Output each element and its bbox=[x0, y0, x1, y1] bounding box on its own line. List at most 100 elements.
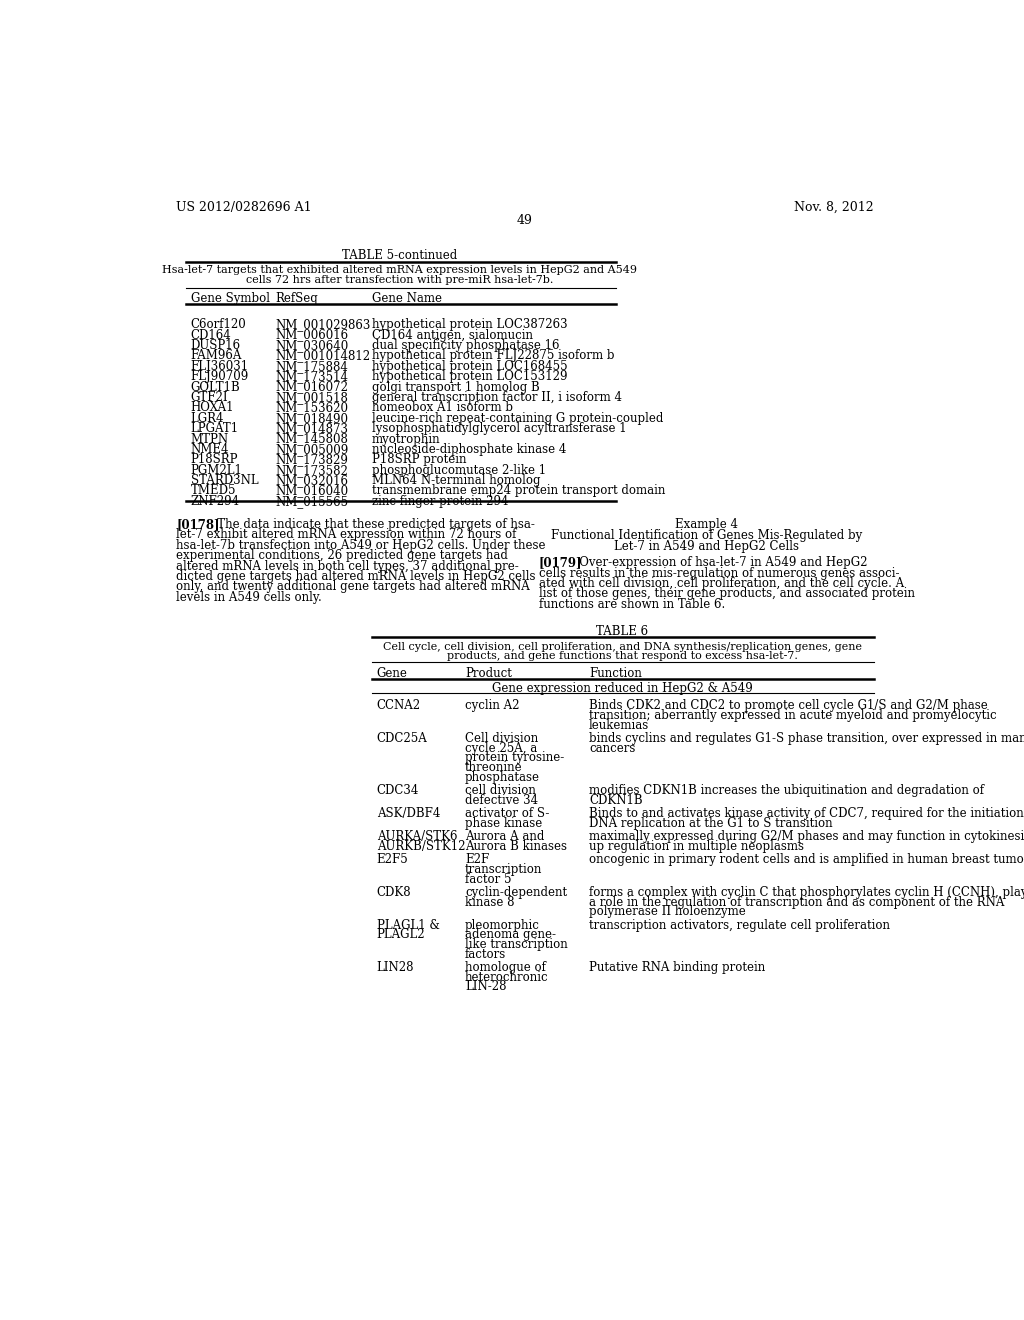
Text: Let-7 in A549 and HepG2 Cells: Let-7 in A549 and HepG2 Cells bbox=[614, 540, 800, 553]
Text: PLAGL2: PLAGL2 bbox=[377, 928, 425, 941]
Text: E2F: E2F bbox=[465, 853, 489, 866]
Text: cells results in the mis-regulation of numerous genes associ-: cells results in the mis-regulation of n… bbox=[539, 566, 899, 579]
Text: NM_145808: NM_145808 bbox=[275, 433, 348, 446]
Text: ZNF294: ZNF294 bbox=[190, 495, 240, 508]
Text: 49: 49 bbox=[517, 214, 532, 227]
Text: leukemias: leukemias bbox=[589, 718, 649, 731]
Text: C6orf120: C6orf120 bbox=[190, 318, 247, 331]
Text: NM_173514: NM_173514 bbox=[275, 370, 348, 383]
Text: modifies CDKN1B increases the ubiquitination and degradation of: modifies CDKN1B increases the ubiquitina… bbox=[589, 784, 984, 797]
Text: Binds CDK2 and CDC2 to promote cell cycle G1/S and G2/M phase: Binds CDK2 and CDC2 to promote cell cycl… bbox=[589, 700, 988, 713]
Text: Function: Function bbox=[589, 667, 642, 680]
Text: Gene Symbol: Gene Symbol bbox=[190, 293, 269, 305]
Text: zinc finger protein 294: zinc finger protein 294 bbox=[372, 495, 509, 508]
Text: The data indicate that these predicted targets of hsa-: The data indicate that these predicted t… bbox=[206, 517, 535, 531]
Text: NM_032016: NM_032016 bbox=[275, 474, 348, 487]
Text: heterochronic: heterochronic bbox=[465, 970, 549, 983]
Text: nucleoside-diphosphate kinase 4: nucleoside-diphosphate kinase 4 bbox=[372, 444, 566, 455]
Text: CDK8: CDK8 bbox=[377, 886, 412, 899]
Text: Cell division: Cell division bbox=[465, 733, 539, 744]
Text: factor 5: factor 5 bbox=[465, 873, 512, 886]
Text: NM_006016: NM_006016 bbox=[275, 329, 348, 342]
Text: hypothetical protein LOC153129: hypothetical protein LOC153129 bbox=[372, 370, 567, 383]
Text: factors: factors bbox=[465, 948, 507, 961]
Text: Aurora B kinases: Aurora B kinases bbox=[465, 840, 567, 853]
Text: a role in the regulation of transcription and as component of the RNA: a role in the regulation of transcriptio… bbox=[589, 896, 1005, 908]
Text: oncogenic in primary rodent cells and is amplified in human breast tumors: oncogenic in primary rodent cells and is… bbox=[589, 853, 1024, 866]
Text: maximally expressed during G2/M phases and may function in cytokinesis,: maximally expressed during G2/M phases a… bbox=[589, 830, 1024, 843]
Text: GOLT1B: GOLT1B bbox=[190, 380, 241, 393]
Text: activator of S-: activator of S- bbox=[465, 807, 550, 820]
Text: NM_014873: NM_014873 bbox=[275, 422, 348, 436]
Text: cell division: cell division bbox=[465, 784, 536, 797]
Text: golgi transport 1 homolog B: golgi transport 1 homolog B bbox=[372, 380, 540, 393]
Text: phosphoglucomutase 2-like 1: phosphoglucomutase 2-like 1 bbox=[372, 463, 546, 477]
Text: threonine: threonine bbox=[465, 760, 522, 774]
Text: NM_001014812: NM_001014812 bbox=[275, 350, 371, 363]
Text: MTPN: MTPN bbox=[190, 433, 229, 446]
Text: cyclin A2: cyclin A2 bbox=[465, 700, 519, 713]
Text: like transcription: like transcription bbox=[465, 939, 568, 950]
Text: homologue of: homologue of bbox=[465, 961, 546, 974]
Text: Gene expression reduced in HepG2 & A549: Gene expression reduced in HepG2 & A549 bbox=[493, 682, 753, 696]
Text: cancers: cancers bbox=[589, 742, 636, 755]
Text: AURKA/STK6: AURKA/STK6 bbox=[377, 830, 458, 843]
Text: altered mRNA levels in both cell types, 37 additional pre-: altered mRNA levels in both cell types, … bbox=[176, 560, 519, 573]
Text: CCNA2: CCNA2 bbox=[377, 700, 421, 713]
Text: hypothetical protein FLJ22875 isoform b: hypothetical protein FLJ22875 isoform b bbox=[372, 350, 614, 363]
Text: DNA replication at the G1 to S transition: DNA replication at the G1 to S transitio… bbox=[589, 817, 833, 830]
Text: NM_015565: NM_015565 bbox=[275, 495, 348, 508]
Text: NM_173829: NM_173829 bbox=[275, 453, 348, 466]
Text: PGM2L1: PGM2L1 bbox=[190, 463, 243, 477]
Text: phosphatase: phosphatase bbox=[465, 771, 540, 784]
Text: NM_173582: NM_173582 bbox=[275, 463, 348, 477]
Text: transcription activators, regulate cell proliferation: transcription activators, regulate cell … bbox=[589, 919, 890, 932]
Text: cells 72 hrs after transfection with pre-miR hsa-let-7b.: cells 72 hrs after transfection with pre… bbox=[246, 276, 553, 285]
Text: LIN28: LIN28 bbox=[377, 961, 415, 974]
Text: hypothetical protein LOC168455: hypothetical protein LOC168455 bbox=[372, 360, 567, 372]
Text: LPGAT1: LPGAT1 bbox=[190, 422, 239, 436]
Text: Nov. 8, 2012: Nov. 8, 2012 bbox=[794, 201, 873, 214]
Text: ated with cell division, cell proliferation, and the cell cycle. A: ated with cell division, cell proliferat… bbox=[539, 577, 904, 590]
Text: AURKB/STK12: AURKB/STK12 bbox=[377, 840, 465, 853]
Text: NM_153620: NM_153620 bbox=[275, 401, 348, 414]
Text: FLJ90709: FLJ90709 bbox=[190, 370, 249, 383]
Text: DUSP16: DUSP16 bbox=[190, 339, 241, 352]
Text: lysophosphatidylglycerol acyltransferase 1: lysophosphatidylglycerol acyltransferase… bbox=[372, 422, 627, 436]
Text: Over-expression of hsa-let-7 in A549 and HepG2: Over-expression of hsa-let-7 in A549 and… bbox=[568, 556, 867, 569]
Text: up regulation in multiple neoplasms: up regulation in multiple neoplasms bbox=[589, 840, 804, 853]
Text: defective 34: defective 34 bbox=[465, 793, 539, 807]
Text: list of those genes, their gene products, and associated protein: list of those genes, their gene products… bbox=[539, 587, 914, 601]
Text: NME4: NME4 bbox=[190, 444, 229, 455]
Text: NM_018490: NM_018490 bbox=[275, 412, 348, 425]
Text: myotrophin: myotrophin bbox=[372, 433, 440, 446]
Text: general transcription factor II, i isoform 4: general transcription factor II, i isofo… bbox=[372, 391, 623, 404]
Text: Aurora A and: Aurora A and bbox=[465, 830, 545, 843]
Text: NM_016040: NM_016040 bbox=[275, 484, 348, 498]
Text: products, and gene functions that respond to excess hsa-let-7.: products, and gene functions that respon… bbox=[447, 651, 798, 661]
Text: transcription: transcription bbox=[465, 863, 543, 876]
Text: Gene Name: Gene Name bbox=[372, 293, 442, 305]
Text: RefSeq: RefSeq bbox=[275, 293, 318, 305]
Text: HOXA1: HOXA1 bbox=[190, 401, 234, 414]
Text: hypothetical protein LOC387263: hypothetical protein LOC387263 bbox=[372, 318, 567, 331]
Text: experimental conditions, 26 predicted gene targets had: experimental conditions, 26 predicted ge… bbox=[176, 549, 508, 562]
Text: [0179]: [0179] bbox=[539, 556, 583, 569]
Text: protein tyrosine-: protein tyrosine- bbox=[465, 751, 564, 764]
Text: P18SRP: P18SRP bbox=[190, 453, 239, 466]
Text: ASK/DBF4: ASK/DBF4 bbox=[377, 807, 440, 820]
Text: E2F5: E2F5 bbox=[377, 853, 409, 866]
Text: CD164: CD164 bbox=[190, 329, 231, 342]
Text: cycle 25A, a: cycle 25A, a bbox=[465, 742, 538, 755]
Text: PLAGL1 &: PLAGL1 & bbox=[377, 919, 439, 932]
Text: transition; aberrantly expressed in acute myeloid and promyelocytic: transition; aberrantly expressed in acut… bbox=[589, 709, 996, 722]
Text: forms a complex with cyclin C that phosphorylates cyclin H (CCNH), plays: forms a complex with cyclin C that phosp… bbox=[589, 886, 1024, 899]
Text: CDC25A: CDC25A bbox=[377, 733, 428, 744]
Text: Gene: Gene bbox=[377, 667, 408, 680]
Text: NM_016072: NM_016072 bbox=[275, 380, 348, 393]
Text: FLJ36031: FLJ36031 bbox=[190, 360, 249, 372]
Text: P18SRP protein: P18SRP protein bbox=[372, 453, 467, 466]
Text: hsa-let-7b transfection into A549 or HepG2 cells. Under these: hsa-let-7b transfection into A549 or Hep… bbox=[176, 539, 546, 552]
Text: Binds to and activates kinase activity of CDC7, required for the initiation of: Binds to and activates kinase activity o… bbox=[589, 807, 1024, 820]
Text: only, and twenty additional gene targets had altered mRNA: only, and twenty additional gene targets… bbox=[176, 581, 529, 594]
